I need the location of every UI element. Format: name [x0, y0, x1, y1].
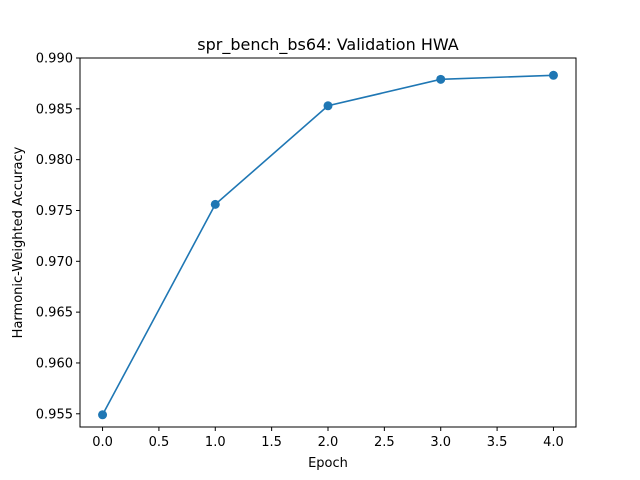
y-tick-label: 0.990: [36, 52, 73, 67]
plot-series: [98, 70, 558, 420]
chart-title: spr_bench_bs64: Validation HWA: [197, 35, 459, 55]
x-tick-label: 0.5: [149, 435, 170, 450]
y-tick-label: 0.970: [36, 255, 73, 270]
x-tick-label: 3.5: [487, 435, 508, 450]
y-axis-label: Harmonic-Weighted Accuracy: [11, 146, 26, 338]
y-tick-label: 0.980: [36, 153, 73, 168]
plot-area-frame: [79, 57, 577, 428]
y-tick-label: 0.985: [36, 102, 73, 117]
y-axis-ticks: 0.955 0.960 0.965 0.970 0.975 0.980 0.985 0.990: [36, 52, 80, 422]
x-tick-label: 2.5: [374, 435, 395, 450]
data-point-marker: [98, 410, 108, 420]
x-tick-label: 3.0: [430, 435, 451, 450]
y-tick-label: 0.975: [36, 204, 73, 219]
x-tick-label: 1.0: [205, 435, 226, 450]
data-point-marker: [210, 199, 220, 209]
x-axis-label: Epoch: [308, 456, 348, 471]
data-point-marker: [548, 70, 558, 80]
x-tick-label: 1.5: [261, 435, 282, 450]
x-tick-label: 4.0: [543, 435, 564, 450]
data-point-marker: [436, 74, 446, 84]
y-tick-label: 0.960: [36, 356, 73, 371]
x-tick-label: 0.0: [92, 435, 113, 450]
data-point-marker: [323, 101, 333, 111]
x-axis-ticks: 0.0 0.5 1.0 1.5 2.0 2.5 3.0 3.5 4.0: [92, 427, 564, 450]
y-tick-label: 0.955: [36, 407, 73, 422]
y-tick-label: 0.965: [36, 306, 73, 321]
x-tick-label: 2.0: [318, 435, 339, 450]
